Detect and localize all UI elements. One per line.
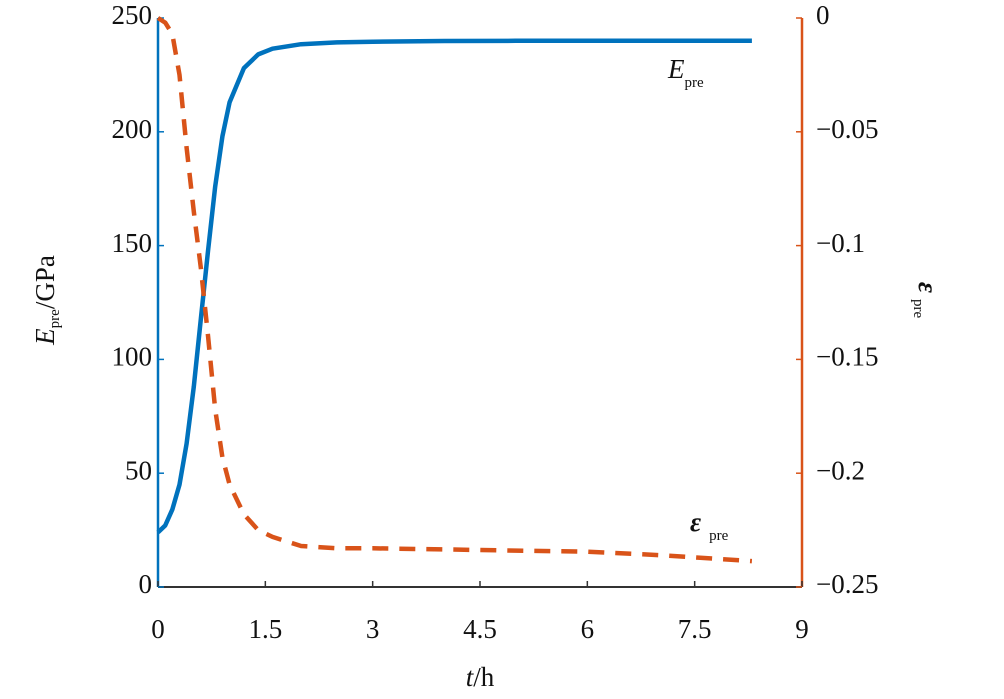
x-tick-label: 7.5 bbox=[678, 614, 712, 644]
x-tick-label: 9 bbox=[795, 614, 809, 644]
annotation-main: E bbox=[667, 54, 685, 84]
x-tick-label: 1.5 bbox=[248, 614, 282, 644]
series-line bbox=[156, 16, 753, 564]
y-label-sub: pre bbox=[47, 309, 63, 328]
annotation-sub: pre bbox=[709, 528, 728, 544]
x-label-unit: /h bbox=[473, 662, 495, 692]
y-tick-label: 200 bbox=[112, 114, 153, 144]
y2-tick-label: −0.15 bbox=[816, 342, 878, 372]
y2-tick-label: 0 bbox=[816, 0, 830, 30]
series-line bbox=[156, 38, 752, 535]
y-label-main: E bbox=[30, 328, 60, 346]
y-axis-label: Epre/GPa bbox=[30, 255, 63, 346]
y2-label-sub: pre bbox=[910, 299, 926, 318]
x-tick-label: 6 bbox=[581, 614, 595, 644]
annotation: Epre bbox=[667, 54, 704, 91]
x-tick-label: 4.5 bbox=[463, 614, 497, 644]
x-tick-label: 0 bbox=[151, 614, 165, 644]
y2-tick-label: −0.05 bbox=[816, 114, 878, 144]
x-tick-label: 3 bbox=[366, 614, 380, 644]
y2-tick-label: −0.1 bbox=[816, 228, 865, 258]
y-tick-label: 250 bbox=[112, 0, 153, 30]
x-axis-label: t/h bbox=[466, 662, 495, 692]
y2-axis-label: ε pre bbox=[910, 282, 943, 319]
annotation: ε pre bbox=[690, 507, 729, 544]
annotation-sub: pre bbox=[685, 75, 704, 91]
y-tick-label: 100 bbox=[112, 342, 153, 372]
y2-label-main: ε bbox=[913, 282, 943, 293]
y-tick-label: 50 bbox=[125, 455, 152, 485]
y2-tick-label: −0.2 bbox=[816, 455, 865, 485]
x-label-main: t bbox=[466, 662, 475, 692]
annotation-main: ε bbox=[690, 507, 701, 537]
y2-tick-label: −0.25 bbox=[816, 569, 878, 599]
y-tick-label: 150 bbox=[112, 228, 153, 258]
y-label-unit: /GPa bbox=[30, 255, 60, 309]
y-tick-label: 0 bbox=[139, 569, 153, 599]
